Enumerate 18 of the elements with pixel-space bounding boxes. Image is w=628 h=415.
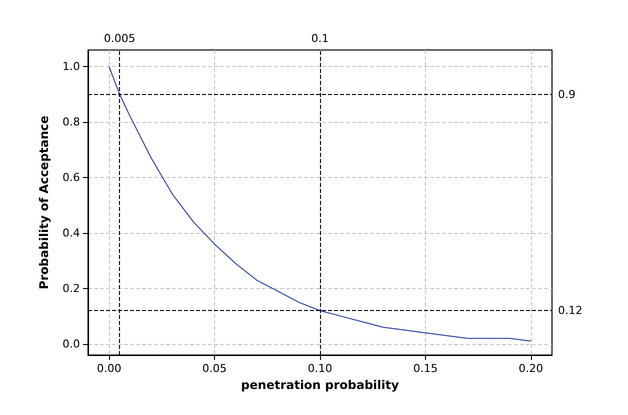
x-tick-label: 0.00 xyxy=(96,362,122,375)
y-tick-label: 0.2 xyxy=(62,282,80,295)
y-tick-label: 0.4 xyxy=(62,226,80,240)
ref-line-label: 0.12 xyxy=(558,304,582,318)
ref-line-label: 0.9 xyxy=(558,88,576,101)
ref-line-label: 0.1 xyxy=(311,32,329,45)
x-tick-label: 0.05 xyxy=(202,362,227,375)
x-axis-title: penetration probability xyxy=(241,378,400,392)
line-series xyxy=(108,66,532,342)
y-tick-label: 0.0 xyxy=(62,337,80,350)
ref-line-label: 0.005 xyxy=(104,32,136,45)
x-tick-label: 0.15 xyxy=(413,362,438,375)
y-tick-label: 0.6 xyxy=(62,171,80,184)
y-tick-label: 0.8 xyxy=(62,116,80,129)
y-tick-label: 1.0 xyxy=(62,60,80,74)
y-axis-title: Probability of Acceptance xyxy=(37,116,51,290)
x-tick-label: 0.20 xyxy=(518,362,544,375)
x-tick-label: 0.10 xyxy=(308,362,332,375)
